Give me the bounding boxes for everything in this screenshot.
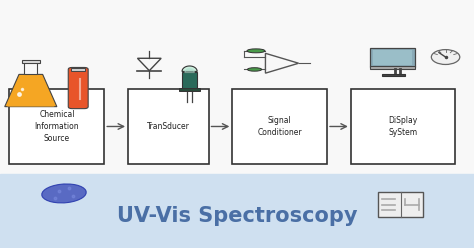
Bar [232,89,327,164]
Ellipse shape [247,68,262,71]
Bar [179,88,200,91]
Polygon shape [5,74,57,107]
Bar [0,0,474,174]
Text: UV-Vis Spectroscopy: UV-Vis Spectroscopy [117,206,357,226]
Circle shape [431,50,460,64]
Polygon shape [185,69,194,72]
Bar [351,89,455,164]
Bar [370,48,415,67]
Bar [182,72,197,89]
Ellipse shape [42,184,86,203]
Bar [24,62,37,74]
Bar [0,174,474,248]
Bar [22,60,40,63]
Bar [370,66,415,69]
Bar [378,192,423,217]
Bar [71,68,85,71]
Ellipse shape [247,49,265,53]
Bar [9,89,104,164]
Bar [382,74,405,76]
Bar [373,50,412,65]
Text: Chemical
Information
Source: Chemical Information Source [35,110,79,143]
Text: Signal
Conditioner: Signal Conditioner [257,116,302,137]
Polygon shape [182,66,197,71]
Polygon shape [7,84,55,107]
Bar [128,89,209,164]
Text: TranSducer: TranSducer [147,122,190,131]
FancyBboxPatch shape [68,67,88,109]
Text: DiSplay
SyStem: DiSplay SyStem [388,116,418,137]
